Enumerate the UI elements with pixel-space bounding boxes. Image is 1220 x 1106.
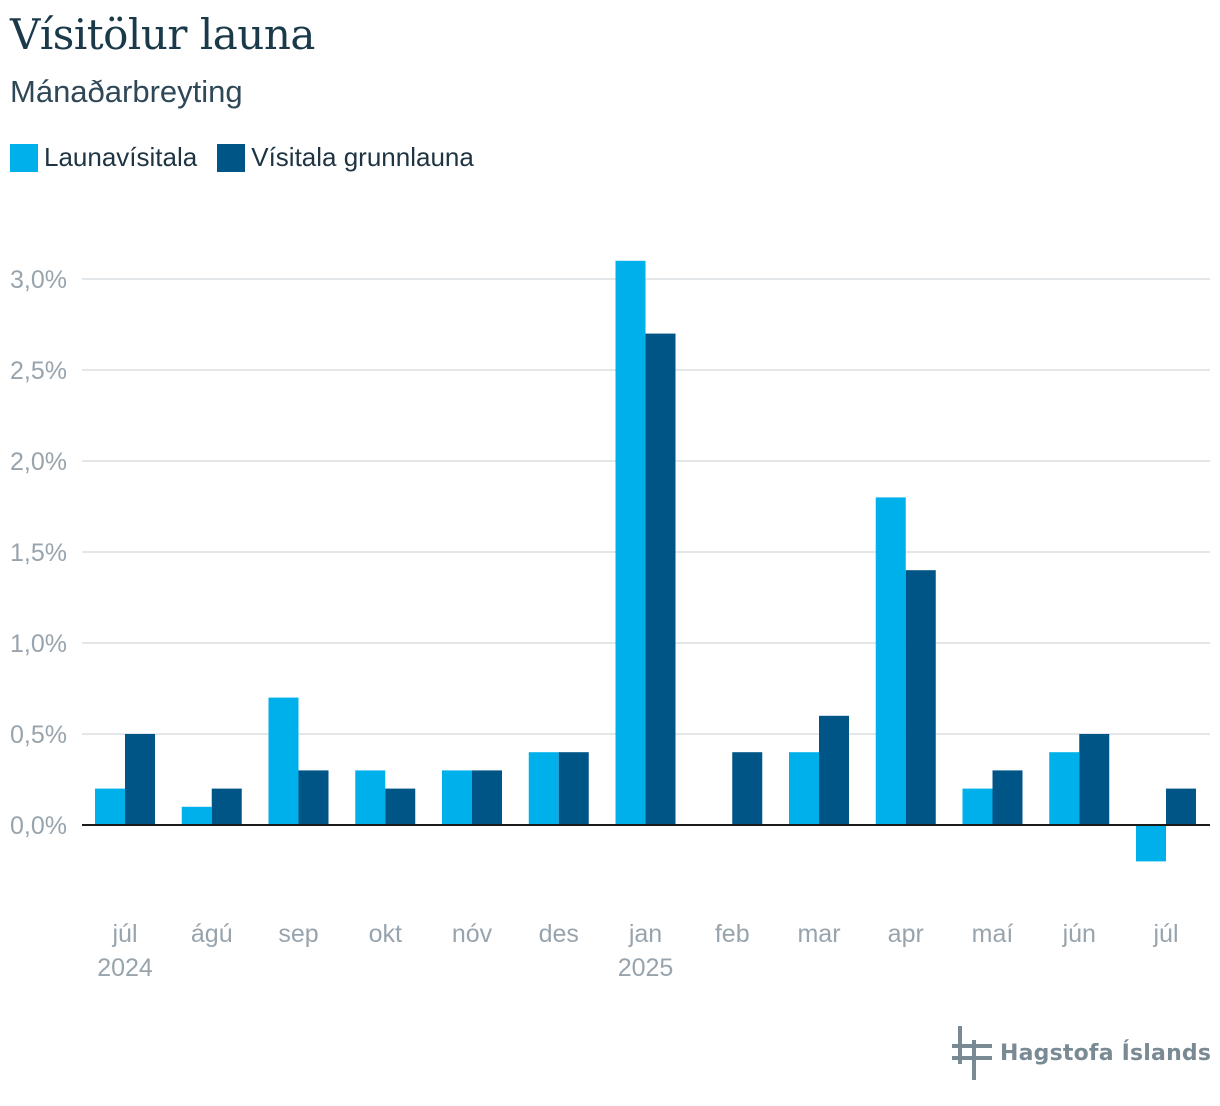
bar-series-2 xyxy=(1166,788,1196,825)
x-tick-label: júl xyxy=(111,920,137,948)
x-tick-label: nóv xyxy=(452,920,493,948)
bar-series-1 xyxy=(615,260,646,825)
x-tick-label: júl xyxy=(1152,920,1178,948)
bar-series-1 xyxy=(528,752,559,825)
bar-series-1 xyxy=(268,697,299,825)
y-tick-label: 3,0% xyxy=(10,266,67,294)
x-year-label: 2024 xyxy=(97,954,153,982)
bar-series-1 xyxy=(875,497,906,825)
x-tick-label: jan xyxy=(628,920,662,948)
legend-label-series-1: Launavísitala xyxy=(44,142,198,172)
x-tick-label: maí xyxy=(972,920,1014,948)
bar-series-2 xyxy=(211,788,242,825)
bar-series-2 xyxy=(819,715,849,825)
bar-series-1 xyxy=(95,788,125,825)
legend-item-series-1: Launavísitala xyxy=(10,142,197,173)
x-tick-label: des xyxy=(539,920,579,948)
x-tick-label: ágú xyxy=(191,920,233,948)
bar-series-2 xyxy=(1079,734,1110,825)
hagstofa-logo: Hagstofa Íslands xyxy=(952,1026,1211,1080)
legend-item-series-2: Vísitala grunnlauna xyxy=(217,142,474,173)
chart-subtitle: Mánaðarbreyting xyxy=(10,74,243,109)
x-tick-label: jún xyxy=(1062,920,1096,948)
x-tick-label: okt xyxy=(369,920,402,948)
bar-series-1 xyxy=(789,752,819,825)
bar-series-1 xyxy=(1136,825,1166,862)
bar-series-2 xyxy=(905,570,936,825)
y-tick-label: 2,0% xyxy=(10,448,67,476)
bar-series-1 xyxy=(962,788,993,825)
hagstofa-logo-icon xyxy=(952,1026,992,1080)
bar-series-2 xyxy=(992,770,1023,825)
legend-swatch-series-1 xyxy=(10,143,38,172)
x-year-label: 2025 xyxy=(618,954,674,982)
bar-series-2 xyxy=(385,788,416,825)
bar-series-2 xyxy=(298,770,329,825)
bar-series-1 xyxy=(442,770,472,825)
bar-series-1 xyxy=(181,806,212,825)
bar-series-2 xyxy=(125,734,155,825)
y-tick-label: 0,0% xyxy=(10,812,67,840)
y-tick-label: 1,0% xyxy=(10,630,67,658)
legend-swatch-series-2 xyxy=(217,143,246,172)
bar-series-2 xyxy=(472,770,502,825)
legend-label-series-2: Vísitala grunnlauna xyxy=(251,142,474,172)
legend: Launavísitala Vísitala grunnlauna xyxy=(10,142,494,173)
bar-series-2 xyxy=(732,752,763,825)
x-tick-label: mar xyxy=(797,920,840,948)
x-tick-label: feb xyxy=(715,920,750,948)
y-tick-label: 0,5% xyxy=(10,721,67,749)
bar-series-2 xyxy=(645,333,676,825)
y-tick-label: 2,5% xyxy=(10,357,67,385)
bar-series-2 xyxy=(558,752,589,825)
bar-series-1 xyxy=(1049,752,1080,825)
x-tick-label: apr xyxy=(888,920,924,948)
x-tick-label: sep xyxy=(278,920,318,948)
y-tick-label: 1,5% xyxy=(10,539,67,567)
bar-series-1 xyxy=(355,770,386,825)
chart-title: Vísitölur launa xyxy=(10,10,315,59)
logo-text: Hagstofa Íslands xyxy=(1000,1040,1212,1066)
